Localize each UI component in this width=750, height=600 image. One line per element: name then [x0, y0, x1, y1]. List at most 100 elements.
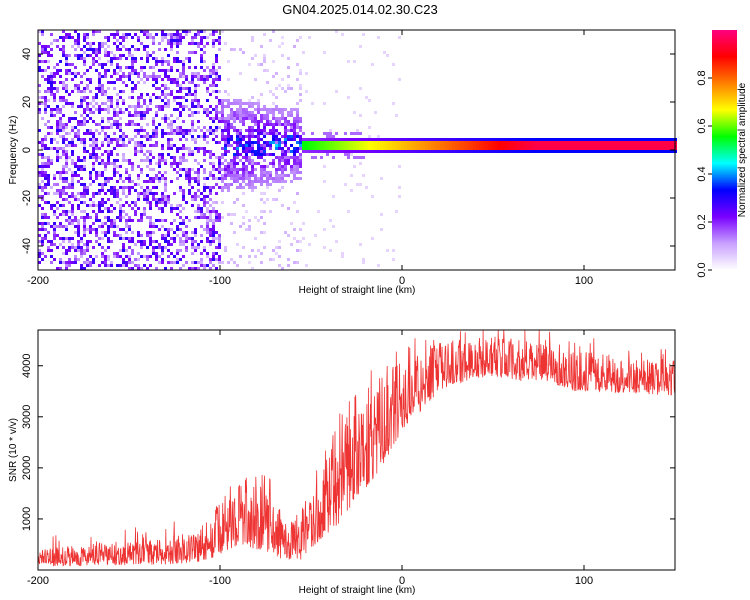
spectrogram-cell	[197, 102, 200, 105]
spectrogram-cell	[266, 114, 269, 117]
spectrogram-cell	[116, 153, 119, 156]
spectrogram-cell	[260, 171, 263, 174]
spectrogram-cell	[140, 42, 143, 45]
spectrogram-cell	[209, 198, 212, 201]
spectrogram-cell	[107, 60, 110, 63]
spectrogram-cell	[110, 219, 113, 222]
spectrogram-cell	[287, 234, 290, 237]
spectrogram-cell	[68, 195, 71, 198]
spectrogram-cell	[92, 150, 95, 153]
spectrogram-cell	[131, 105, 134, 108]
spectrogram-cell	[341, 147, 344, 150]
spectrogram-cell	[158, 75, 161, 78]
spectrogram-cell	[140, 66, 143, 69]
spectrogram-cell	[71, 261, 74, 264]
spectrogram-cell	[119, 117, 122, 120]
spectrogram-cell	[470, 147, 473, 150]
spectrogram-cell	[293, 45, 296, 48]
spectrogram-cell	[131, 36, 134, 39]
spectrogram-cell	[275, 117, 278, 120]
spectrogram-cell	[146, 132, 149, 135]
spectrogram-cell	[284, 120, 287, 123]
spectrogram-cell	[209, 126, 212, 129]
spectrogram-cell	[98, 75, 101, 78]
spectrogram-cell	[218, 240, 221, 243]
spectrogram-cell	[299, 135, 302, 138]
spectrogram-cell	[41, 30, 44, 33]
spectrogram-cell	[254, 180, 257, 183]
spectrogram-cell	[584, 141, 587, 144]
spectrogram-cell	[434, 150, 437, 153]
spectrogram-cell	[71, 102, 74, 105]
spectrogram-cell	[53, 75, 56, 78]
spectrogram-cell	[104, 231, 107, 234]
spectrogram-cell	[149, 204, 152, 207]
spectrogram-cell	[44, 147, 47, 150]
spectrogram-cell	[161, 198, 164, 201]
spectrogram-cell	[56, 156, 59, 159]
spectrogram-cell	[128, 33, 131, 36]
spectrogram-cell	[176, 117, 179, 120]
spectrogram-cell	[131, 66, 134, 69]
spectrogram-cell	[431, 150, 434, 153]
spectrogram-cell	[305, 72, 308, 75]
spectrogram-cell	[341, 33, 344, 36]
spectrogram-cell	[80, 123, 83, 126]
spectrogram-cell	[359, 162, 362, 165]
spectrogram-cell	[338, 141, 341, 144]
spectrogram-cell	[65, 237, 68, 240]
spectrogram-cell	[287, 264, 290, 267]
spectrogram-cell	[332, 138, 335, 141]
spectrogram-cell	[95, 144, 98, 147]
spectrogram-image	[38, 30, 677, 270]
spectrogram-cell	[287, 162, 290, 165]
spectrogram-cell	[509, 144, 512, 147]
spectrogram-cell	[431, 144, 434, 147]
spectrogram-cell	[83, 144, 86, 147]
spectrogram-cell	[194, 33, 197, 36]
spectrogram-cell	[158, 162, 161, 165]
spectrogram-cell	[59, 156, 62, 159]
spectrogram-cell	[83, 150, 86, 153]
spectrogram-cell	[242, 51, 245, 54]
spectrogram-cell	[158, 105, 161, 108]
spectrogram-cell	[662, 138, 665, 141]
spectrogram-cell	[281, 171, 284, 174]
spectrogram-cell	[251, 162, 254, 165]
spectrogram-cell	[47, 222, 50, 225]
spectrogram-cell	[98, 243, 101, 246]
colorbar-tick-label: 0.6	[696, 118, 708, 133]
spectrogram-cell	[59, 204, 62, 207]
spectrogram-cell	[206, 228, 209, 231]
spectrogram-cell	[62, 204, 65, 207]
spectrogram-cell	[272, 153, 275, 156]
spectrogram-cell	[116, 99, 119, 102]
spectrogram-cell	[224, 123, 227, 126]
spectrogram-cell	[98, 63, 101, 66]
spectrogram-cell	[245, 159, 248, 162]
spectrogram-cell	[113, 132, 116, 135]
spectrogram-cell	[215, 177, 218, 180]
spectrogram-cell	[668, 147, 671, 150]
spectrogram-cell	[161, 195, 164, 198]
spectrogram-cell	[215, 129, 218, 132]
spectrogram-cell	[71, 183, 74, 186]
spectrogram-cell	[95, 171, 98, 174]
spectrogram-cell	[152, 177, 155, 180]
spectrogram-cell	[185, 177, 188, 180]
y-tick-label: 2000	[21, 456, 33, 480]
spectrogram-cell	[584, 138, 587, 141]
spectrogram-cell	[275, 72, 278, 75]
spectrogram-cell	[77, 249, 80, 252]
spectrogram-cell	[296, 159, 299, 162]
spectrogram-cell	[179, 36, 182, 39]
spectrogram-cell	[230, 258, 233, 261]
spectrogram-cell	[356, 138, 359, 141]
spectrogram-cell	[38, 222, 41, 225]
spectrogram-cell	[572, 147, 575, 150]
spectrogram-cell	[146, 165, 149, 168]
spectrogram-cell	[44, 102, 47, 105]
spectrogram-cell	[539, 141, 542, 144]
spectrogram-cell	[155, 105, 158, 108]
